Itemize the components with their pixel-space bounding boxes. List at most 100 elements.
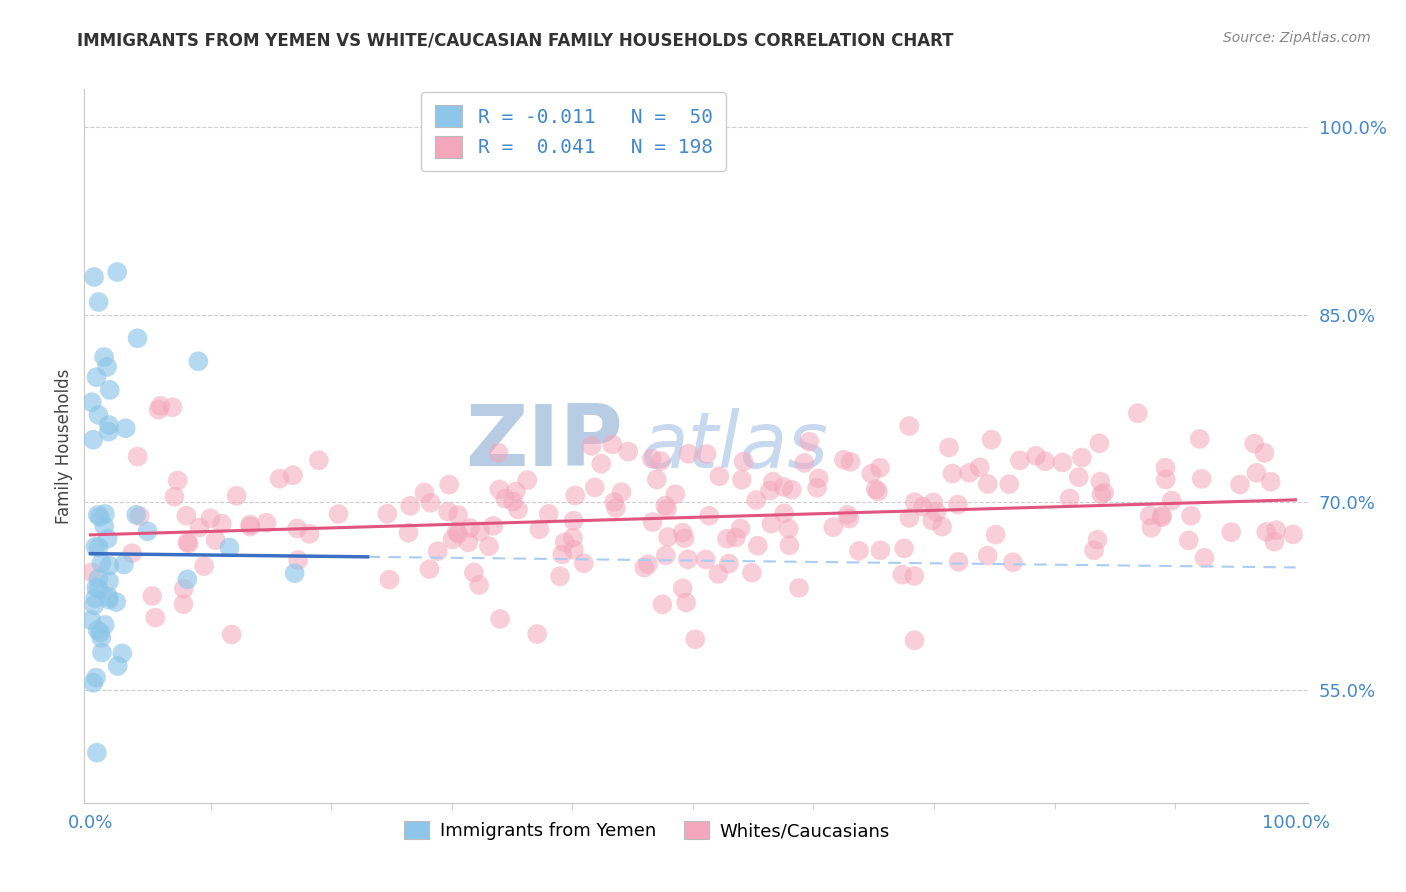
Point — [977, 477, 1000, 491]
Point — [838, 511, 860, 525]
Point — [724, 531, 747, 545]
Point — [328, 507, 350, 521]
Point — [468, 578, 491, 592]
Point — [80, 395, 103, 409]
Point — [176, 508, 198, 523]
Point — [1087, 533, 1109, 547]
Point — [143, 610, 166, 624]
Point — [941, 467, 963, 481]
Point — [605, 500, 627, 515]
Point — [1092, 485, 1115, 500]
Point — [678, 447, 700, 461]
Point — [86, 624, 108, 638]
Point — [529, 522, 551, 536]
Point — [562, 542, 585, 557]
Point — [773, 507, 796, 521]
Point — [548, 569, 571, 583]
Point — [97, 417, 120, 432]
Point — [1256, 524, 1278, 539]
Point — [778, 522, 800, 536]
Point — [1253, 446, 1275, 460]
Point — [419, 562, 441, 576]
Point — [187, 354, 209, 368]
Point — [107, 659, 129, 673]
Point — [976, 549, 998, 563]
Point — [419, 496, 441, 510]
Point — [112, 558, 135, 572]
Point — [772, 480, 794, 494]
Point — [778, 538, 800, 552]
Point — [91, 646, 114, 660]
Point — [87, 582, 110, 596]
Point — [148, 402, 170, 417]
Point — [1191, 472, 1213, 486]
Point — [488, 483, 510, 497]
Point — [526, 627, 548, 641]
Point — [675, 596, 697, 610]
Point — [426, 544, 449, 558]
Point — [869, 543, 891, 558]
Point — [591, 457, 613, 471]
Point — [898, 511, 921, 525]
Point — [98, 558, 121, 573]
Point — [537, 507, 560, 521]
Point — [87, 508, 110, 522]
Point — [921, 514, 943, 528]
Point — [759, 483, 782, 498]
Point — [482, 519, 505, 533]
Point — [1126, 406, 1149, 420]
Point — [745, 493, 768, 508]
Point — [172, 597, 194, 611]
Point — [1088, 436, 1111, 450]
Point — [127, 450, 149, 464]
Point — [762, 475, 785, 489]
Point — [1001, 555, 1024, 569]
Point — [602, 437, 624, 451]
Point — [866, 484, 889, 499]
Point — [860, 467, 883, 481]
Point — [494, 491, 516, 506]
Point — [747, 539, 769, 553]
Point — [489, 612, 512, 626]
Point — [1070, 450, 1092, 465]
Point — [173, 582, 195, 596]
Point — [780, 483, 803, 497]
Point — [641, 451, 664, 466]
Point — [633, 560, 655, 574]
Point — [437, 477, 460, 491]
Point — [96, 359, 118, 374]
Point — [176, 535, 198, 549]
Point — [239, 517, 262, 532]
Point — [922, 495, 945, 509]
Point — [256, 516, 278, 530]
Point — [832, 452, 855, 467]
Point — [458, 521, 481, 535]
Point — [83, 599, 105, 613]
Point — [225, 489, 247, 503]
Point — [163, 490, 186, 504]
Point — [285, 521, 308, 535]
Point — [83, 270, 105, 285]
Point — [136, 524, 159, 539]
Point — [204, 533, 226, 548]
Point — [980, 433, 1002, 447]
Point — [97, 425, 120, 439]
Point — [1008, 453, 1031, 467]
Point — [655, 502, 678, 516]
Point — [1033, 454, 1056, 468]
Point — [1243, 436, 1265, 450]
Point — [441, 533, 464, 547]
Point — [1140, 521, 1163, 535]
Point — [1220, 525, 1243, 540]
Point — [672, 582, 695, 596]
Point — [1150, 508, 1173, 523]
Point — [561, 531, 583, 545]
Point — [1246, 466, 1268, 480]
Point — [654, 499, 676, 513]
Point — [447, 508, 470, 522]
Point — [84, 671, 107, 685]
Point — [211, 516, 233, 531]
Point — [898, 419, 921, 434]
Point — [903, 569, 925, 583]
Point — [221, 627, 243, 641]
